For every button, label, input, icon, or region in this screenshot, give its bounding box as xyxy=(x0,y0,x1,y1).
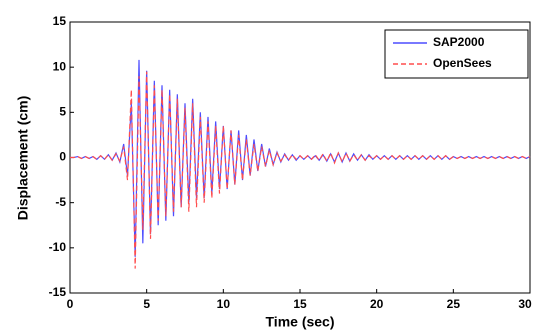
x-tick-label: 0 xyxy=(67,297,74,311)
x-axis-label: Time (sec) xyxy=(266,314,335,330)
y-tick-label: -5 xyxy=(55,195,66,209)
legend-box xyxy=(384,29,529,79)
legend-label: OpenSees xyxy=(433,56,492,70)
legend-label: SAP2000 xyxy=(433,35,485,49)
x-tick-label: 15 xyxy=(293,297,307,311)
y-tick-label: 5 xyxy=(59,105,66,119)
series-line xyxy=(70,71,531,269)
y-tick-label: -15 xyxy=(49,285,67,299)
x-tick-label: 5 xyxy=(143,297,150,311)
y-tick-label: 0 xyxy=(59,150,66,164)
x-tick-label: 30 xyxy=(518,297,532,311)
x-tick-label: 10 xyxy=(217,297,231,311)
x-tick-label: 25 xyxy=(447,297,461,311)
y-axis-label: Displacement (cm) xyxy=(15,96,31,220)
y-tick-label: 15 xyxy=(53,14,67,28)
y-tick-label: 10 xyxy=(53,59,67,73)
y-tick-label: -10 xyxy=(49,240,67,254)
x-tick-label: 20 xyxy=(370,297,384,311)
